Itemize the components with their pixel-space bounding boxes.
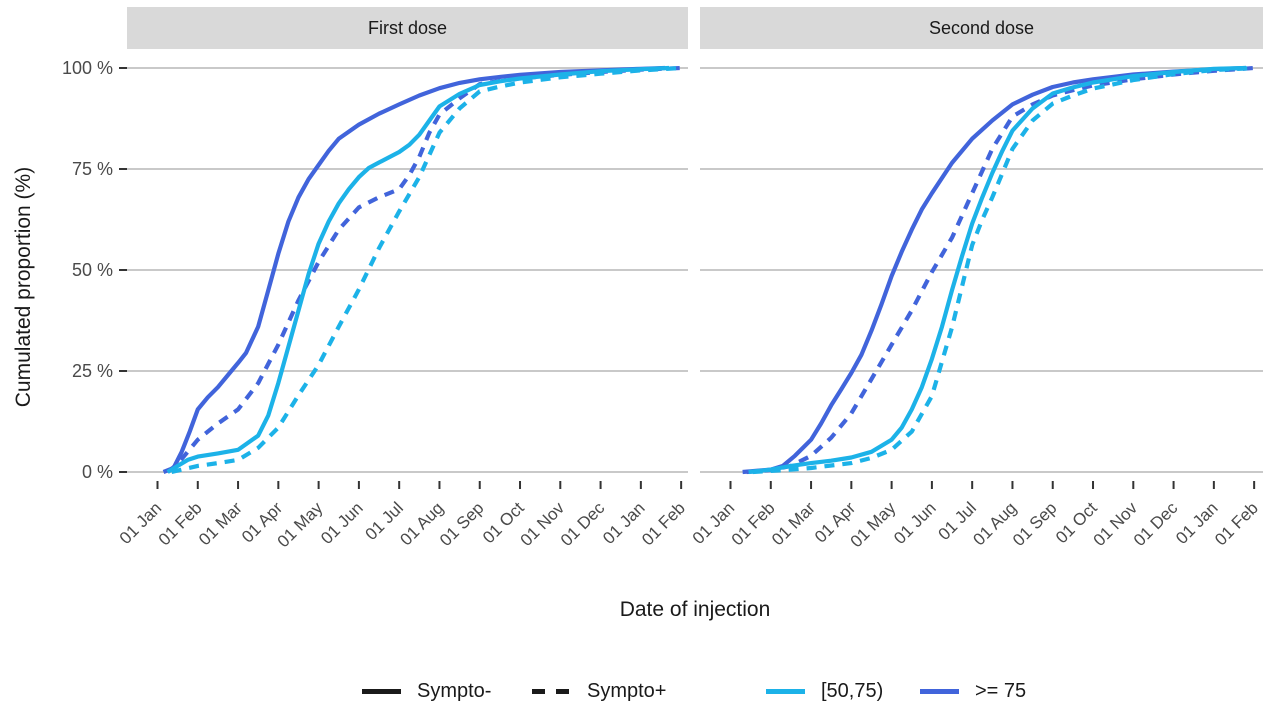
x-tick-label: 01 Sep: [1009, 498, 1061, 550]
x-tick-label: 01 May: [274, 498, 327, 551]
y-tick-label: 25 %: [72, 361, 113, 381]
x-tick-label: 01 Jun: [317, 498, 367, 548]
x-tick-label: 01 Mar: [195, 498, 246, 549]
lightblue-line-swatch-icon: [766, 688, 805, 694]
x-tick-label: 01 Aug: [969, 498, 1020, 549]
facet-strip-label: Second dose: [928, 17, 1035, 38]
x-tick-label: 01 Aug: [396, 498, 447, 549]
y-tick-label: 100 %: [62, 58, 113, 78]
legend-item-sympto-plus: Sympto+: [532, 668, 666, 714]
legend-item-age-ge-75: >= 75: [920, 668, 1026, 714]
x-tick-label: 01 Feb: [728, 498, 779, 549]
x-tick-label: 01 Nov: [1090, 498, 1142, 550]
facet-strip-second-dose: Second dose: [700, 7, 1263, 49]
x-tick-label: 01 Dec: [1130, 498, 1182, 550]
x-tick-label: 01 Jun: [890, 498, 940, 548]
x-tick-label: 01 Feb: [1211, 498, 1262, 549]
x-tick-label: 01 Nov: [517, 498, 569, 550]
y-tick-label: 50 %: [72, 260, 113, 280]
series-line: [162, 65, 666, 474]
y-tick-label: 0 %: [82, 462, 113, 482]
chart-legend: Sympto- Sympto+ [50,75) >= 75: [0, 668, 1280, 714]
x-tick-label: 01 May: [847, 498, 900, 551]
series-line: [748, 65, 1247, 475]
solid-line-swatch-icon: [362, 688, 401, 694]
blue-line-swatch-icon: [920, 688, 959, 694]
legend-label: Sympto-: [417, 679, 492, 702]
legend-item-age-50-75: [50,75): [766, 668, 883, 714]
x-tick-label: 01 Feb: [155, 498, 206, 549]
x-tick-label: 01 Jan: [1172, 498, 1222, 548]
x-tick-label: 01 Mar: [768, 498, 819, 549]
legend-item-sympto-minus: Sympto-: [362, 668, 491, 714]
series-line: [752, 65, 1255, 475]
x-tick-label: 01 Dec: [557, 498, 609, 550]
series-line: [746, 65, 1255, 475]
y-tick-label: 75 %: [72, 159, 113, 179]
facet-strip-label: First dose: [367, 17, 448, 38]
x-tick-label: 01 Jan: [599, 498, 649, 548]
series-line: [742, 65, 1247, 475]
series-line: [171, 65, 682, 475]
series-line: [166, 65, 670, 474]
x-tick-label: 01 Feb: [638, 498, 689, 549]
x-tick-label: 01 Jan: [116, 498, 166, 548]
legend-label: >= 75: [975, 679, 1027, 702]
facet-strip-first-dose: First dose: [127, 7, 688, 49]
x-tick-label: 01 Jan: [689, 498, 739, 548]
dashed-line-swatch-icon: [532, 688, 571, 694]
legend-label: Sympto+: [587, 679, 667, 702]
x-tick-label: 01 Sep: [436, 498, 488, 550]
legend-label: [50,75): [821, 679, 884, 702]
x-axis-title: Date of injection: [619, 598, 771, 621]
